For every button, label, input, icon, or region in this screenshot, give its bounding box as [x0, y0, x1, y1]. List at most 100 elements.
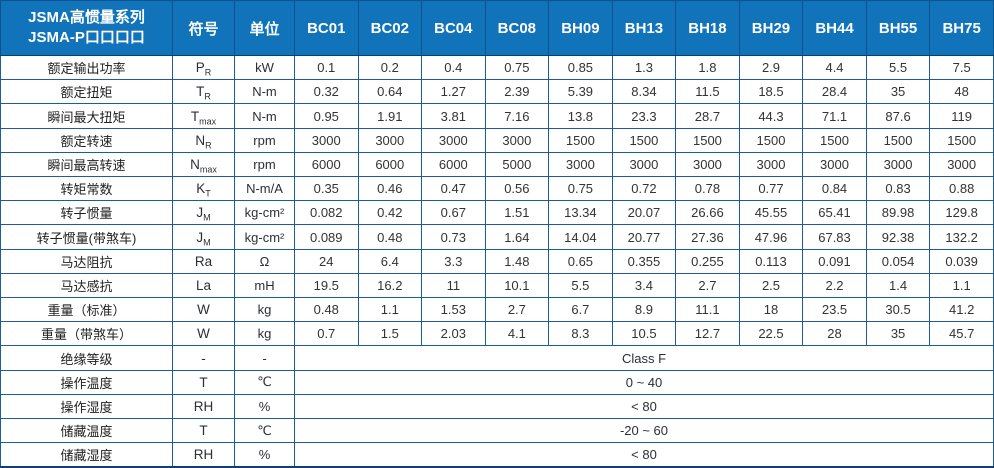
value-bc04: 2.03 [421, 321, 486, 347]
row-label: 操作温度 [0, 369, 173, 395]
value-bh44: 67.83 [802, 224, 867, 250]
row-label: 重量（标准） [0, 297, 173, 323]
value-bc01: 0.7 [294, 321, 359, 347]
value-bh09: 14.04 [548, 224, 613, 250]
row-label: 额定扭矩 [0, 79, 173, 105]
value-bh55: 30.5 [865, 297, 931, 323]
table-title: JSMA高惯量系列 JSMA-P口口口口 [0, 0, 173, 56]
spec-row: 转矩常数 KT N-m/A 0.35 0.46 0.47 0.56 0.75 0.72 0.78 0… [0, 176, 994, 202]
value-bh44: 0.091 [802, 248, 867, 274]
value-bc04: 0.67 [421, 200, 486, 226]
value-bh44: 65.41 [802, 200, 867, 226]
row-symbol: RH [172, 442, 235, 468]
value-bc02: 0.46 [357, 176, 423, 202]
value-bh44: 23.5 [802, 297, 867, 323]
row-label: 马达阻抗 [0, 248, 173, 274]
value-bc04: 0.4 [421, 54, 486, 81]
value-bc04: 0.73 [421, 224, 486, 250]
value-bc02: 16.2 [357, 272, 423, 299]
value-bc08: 4.1 [484, 321, 550, 347]
value-bh75: 45.7 [929, 321, 994, 347]
value-bh75: 0.039 [929, 248, 994, 274]
row-label: 瞬间最高转速 [0, 151, 173, 178]
row-symbol: - [172, 345, 235, 371]
value-bc04: 0.47 [421, 176, 486, 202]
value-bh55: 5.5 [865, 54, 931, 81]
value-bh29: 1500 [738, 127, 804, 153]
value-bh18: 0.78 [675, 176, 740, 202]
row-unit: ℃ [234, 418, 295, 444]
spec-row: 转子惯量(带煞车) JM kg-cm² 0.089 0.48 0.73 1.64 14.04 2… [0, 224, 994, 250]
value-bc04: 11 [421, 272, 486, 299]
value-bh29: 44.3 [738, 103, 804, 129]
row-label: 重量（带煞车） [0, 321, 173, 347]
row-symbol: Nmax [172, 151, 235, 178]
value-bh75: 41.2 [929, 297, 994, 323]
value-bh44: 4.4 [802, 54, 867, 81]
value-bc08: 1.64 [484, 224, 550, 250]
value-bh55: 3000 [865, 151, 931, 178]
spec-table-body: 额定输出功率 PR kW 0.1 0.2 0.4 0.75 0.85 1.3 1.8 2.9 4.4 5… [0, 54, 994, 468]
row-symbol: La [172, 272, 235, 299]
value-bh29: 2.9 [738, 54, 804, 81]
row-unit: N-m [234, 103, 295, 129]
spec-row: 绝缘等级 - - Class F [0, 345, 994, 371]
value-bc04: 3.81 [421, 103, 486, 129]
spec-row: 储藏温度 T ℃ -20 ~ 60 [0, 418, 994, 444]
row-unit: rpm [234, 127, 295, 153]
value-bh13: 0.355 [611, 248, 677, 274]
value-bh55: 35 [865, 79, 931, 105]
row-unit: Ω [234, 248, 295, 274]
value-bh55: 0.054 [865, 248, 931, 274]
row-unit: % [234, 442, 295, 468]
row-symbol: RH [172, 393, 235, 420]
value-bh29: 3000 [738, 151, 804, 178]
row-merged-value: -20 ~ 60 [294, 418, 994, 444]
value-bc01: 0.32 [294, 79, 359, 105]
row-unit: kW [234, 54, 295, 81]
row-symbol: W [172, 297, 235, 323]
row-symbol: NR [172, 127, 235, 153]
model-header-bc08: BC08 [484, 0, 550, 56]
row-label: 转子惯量(带煞车) [0, 224, 173, 250]
value-bh18: 3000 [675, 151, 740, 178]
spec-row: 转子惯量 JM kg-cm² 0.082 0.42 0.67 1.51 13.34 20.07 2… [0, 200, 994, 226]
value-bh13: 1500 [611, 127, 677, 153]
value-bc01: 0.35 [294, 176, 359, 202]
value-bc02: 0.64 [357, 79, 423, 105]
value-bh09: 5.39 [548, 79, 613, 105]
model-header-bc04: BC04 [421, 0, 486, 56]
value-bh18: 1.8 [675, 54, 740, 81]
value-bc01: 0.48 [294, 297, 359, 323]
value-bc08: 7.16 [484, 103, 550, 129]
value-bc01: 0.082 [294, 200, 359, 226]
value-bh29: 47.96 [738, 224, 804, 250]
value-bh13: 0.72 [611, 176, 677, 202]
unit-column-header: 单位 [234, 0, 295, 56]
value-bh09: 5.5 [548, 272, 613, 299]
value-bh13: 8.9 [611, 297, 677, 323]
row-merged-value: Class F [294, 345, 994, 371]
row-symbol-subscript: M [203, 237, 211, 248]
row-symbol-subscript: R [204, 91, 211, 102]
spec-row: 瞬间最大扭矩 Tmax N-m 0.95 1.91 3.81 7.16 13.8 23.3 28.… [0, 103, 994, 129]
row-symbol-subscript: M [203, 213, 211, 223]
row-unit: kg [234, 297, 295, 323]
value-bh18: 11.1 [675, 297, 740, 323]
value-bh29: 0.77 [738, 176, 804, 202]
value-bc02: 0.2 [357, 54, 423, 81]
value-bh13: 1.3 [611, 54, 677, 81]
row-label: 额定输出功率 [0, 54, 173, 81]
row-symbol: T [172, 369, 235, 395]
value-bh09: 13.8 [548, 103, 613, 129]
value-bh09: 0.65 [548, 248, 613, 274]
value-bh13: 3.4 [611, 272, 677, 299]
value-bc02: 0.42 [357, 200, 423, 226]
value-bc01: 0.95 [294, 103, 359, 129]
value-bc08: 3000 [484, 127, 550, 153]
value-bh09: 3000 [548, 151, 613, 178]
value-bh44: 1500 [802, 127, 867, 153]
value-bc01: 24 [294, 248, 359, 274]
value-bc02: 1.5 [357, 321, 423, 347]
